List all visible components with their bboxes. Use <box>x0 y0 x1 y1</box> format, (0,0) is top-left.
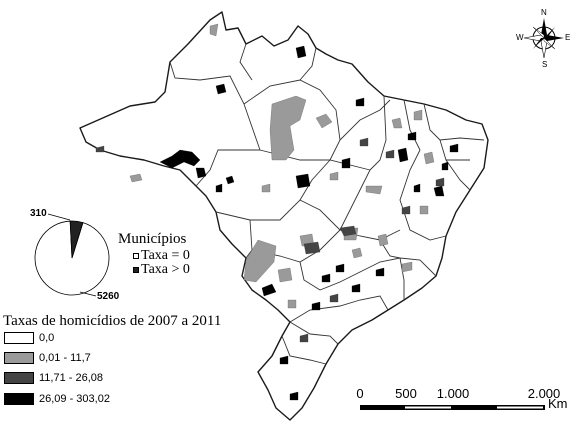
municipalities-black <box>159 45 459 401</box>
legend-swatch-positive <box>133 267 139 273</box>
legend-class-1: 0,01 - 11,7 <box>4 351 91 365</box>
municipalities-legend-positive: Taxa > 0 <box>133 262 190 278</box>
scale-tick-500: 500 <box>395 386 417 401</box>
legend-swatch-zero <box>133 253 139 259</box>
pie-slice-positive <box>69 220 84 259</box>
compass-rose <box>523 18 564 59</box>
state-borders <box>169 43 485 365</box>
scale-tick-2000: 2.000 <box>527 386 561 401</box>
legend-label-zero: Taxa = 0 <box>141 248 190 263</box>
municipalities-dark <box>95 137 445 343</box>
legend-class-0-label: 0,0 <box>39 332 55 344</box>
pie-label-5260: 5260 <box>97 291 120 302</box>
legend-class-1-label: 0,01 - 11,7 <box>39 352 91 364</box>
legend-class-3-label: 26,09 - 303,02 <box>39 393 110 405</box>
municipalities-legend-zero: Taxa = 0 <box>133 248 190 264</box>
legend-class-1-swatch <box>4 352 34 364</box>
municipalities-legend-title: Municípios <box>118 231 187 247</box>
legend-class-0: 0,0 <box>4 331 54 345</box>
pie-leader-5260 <box>79 291 97 297</box>
scale-tick-1000: 1.000 <box>436 386 470 401</box>
compass-south-label: S <box>542 60 548 69</box>
legend-label-positive: Taxa > 0 <box>141 262 190 277</box>
legend-class-2-label: 11,71 - 26,08 <box>39 372 104 384</box>
compass-west-label: W <box>516 33 524 42</box>
scale-unit: Km <box>548 396 568 411</box>
scale-tick-0: 0 <box>356 386 364 401</box>
municipalities-pie-chart <box>34 220 110 296</box>
compass-north-label: N <box>541 8 547 17</box>
pie-leader-310 <box>47 213 71 221</box>
legend-class-3: 26,09 - 303,02 <box>4 392 110 406</box>
pie-label-310: 310 <box>30 208 47 219</box>
legend-class-2-swatch <box>4 372 34 384</box>
legend-class-3-swatch <box>4 393 34 405</box>
legend-class-0-swatch <box>4 332 34 344</box>
legend-class-2: 11,71 - 26,08 <box>4 371 103 385</box>
scale-bar <box>360 405 545 410</box>
compass-east-label: E <box>565 33 571 42</box>
rates-legend-title: Taxas de homicídios de 2007 a 2011 <box>3 313 222 329</box>
